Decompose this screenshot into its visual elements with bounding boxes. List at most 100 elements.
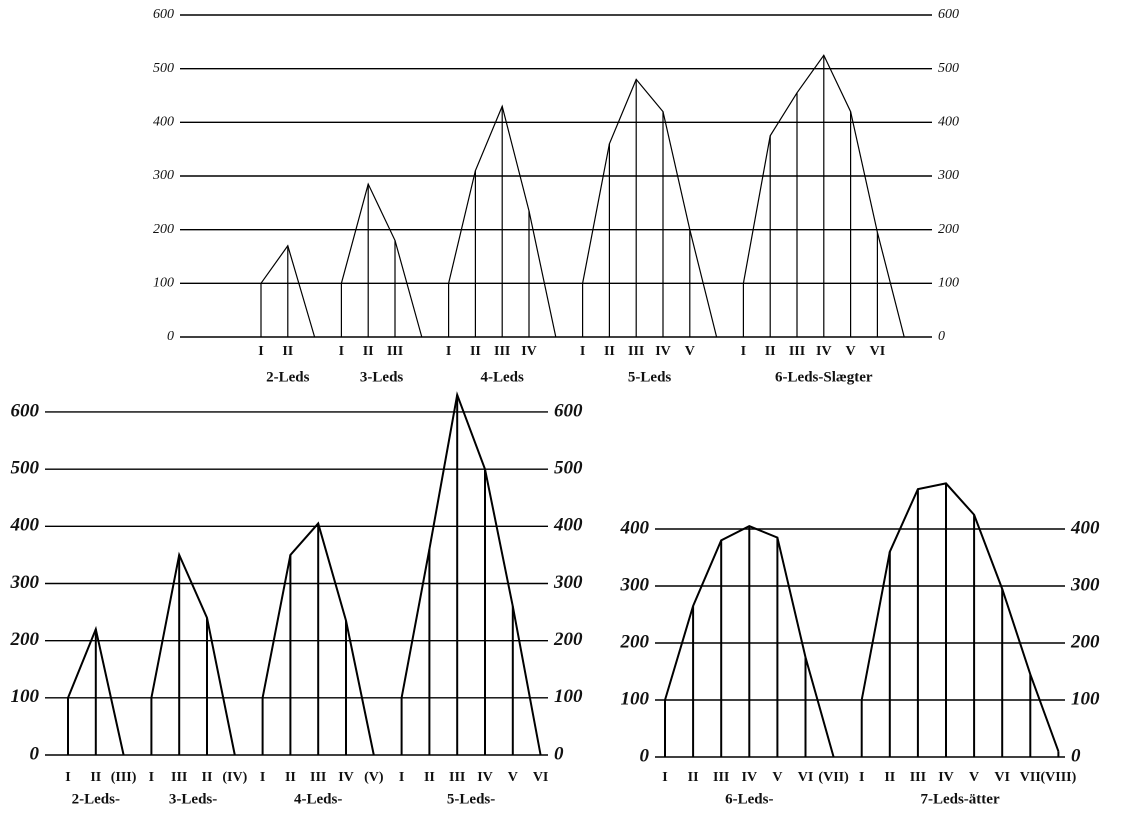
y-tick-label-right: 400 [553, 515, 583, 536]
x-tick-label: II [282, 344, 293, 359]
x-tick-label: IV [655, 344, 671, 359]
group-label: 2-Leds [266, 369, 310, 385]
x-tick-label: V [508, 770, 518, 785]
y-tick-label: 600 [11, 400, 40, 421]
x-tick-label: VI [798, 770, 814, 785]
x-tick-label: (III) [111, 770, 137, 785]
y-tick-label-right: 400 [938, 115, 959, 130]
group-label: 4-Leds [481, 369, 525, 385]
y-tick-label-right: 600 [938, 7, 959, 22]
x-tick-label: V [846, 344, 856, 359]
y-tick-label-right: 200 [553, 629, 583, 650]
x-tick-label: III [387, 344, 403, 359]
y-tick-label-right: 0 [554, 743, 564, 764]
x-tick-label: II [688, 770, 699, 785]
group-label: 5-Leds [628, 369, 672, 385]
series-line [448, 104, 557, 338]
x-tick-label: (VII) [818, 770, 849, 785]
y-tick-label-right: 0 [1071, 745, 1081, 766]
group-label: 6-Leds-Slægter [775, 369, 873, 385]
group-label: 3-Leds- [169, 791, 217, 807]
y-tick-label-right: 200 [938, 222, 959, 237]
x-tick-label: V [772, 770, 782, 785]
group-label: 5-Leds- [447, 791, 495, 807]
y-tick-label: 400 [620, 517, 650, 538]
y-tick-label: 500 [153, 61, 174, 76]
x-tick-label: IV [338, 770, 354, 785]
y-tick-label: 400 [153, 115, 174, 130]
series-line [664, 525, 835, 758]
y-tick-label: 100 [11, 686, 40, 707]
y-tick-label: 200 [153, 222, 174, 237]
series-line [150, 551, 236, 756]
y-tick-label: 300 [10, 572, 40, 593]
x-tick-label: (V) [364, 770, 384, 785]
x-tick-label: IV [816, 344, 832, 359]
x-tick-label: II [470, 344, 481, 359]
x-tick-label: III [910, 770, 926, 785]
y-tick-label: 0 [640, 745, 650, 766]
x-tick-label: III [494, 344, 510, 359]
y-tick-label: 200 [10, 629, 40, 650]
x-tick-label: III [449, 770, 465, 785]
y-tick-label: 400 [10, 515, 40, 536]
series-line [860, 482, 1060, 752]
x-tick-label: I [446, 344, 451, 359]
x-tick-label: III [171, 770, 187, 785]
y-tick-label-right: 100 [554, 686, 583, 707]
x-tick-label: (IV) [222, 770, 247, 785]
x-tick-label: II [765, 344, 776, 359]
x-tick-label: V [685, 344, 695, 359]
x-tick-label: III [713, 770, 729, 785]
x-tick-label: III [628, 344, 644, 359]
series-line [261, 521, 375, 756]
x-tick-label: I [258, 344, 263, 359]
series-line [67, 625, 125, 756]
x-tick-label: VII [1020, 770, 1041, 785]
x-tick-label: I [149, 770, 154, 785]
x-tick-label: VI [994, 770, 1010, 785]
x-tick-label: II [363, 344, 374, 359]
y-tick-label-right: 300 [1070, 574, 1100, 595]
x-tick-label: I [65, 770, 70, 785]
y-tick-label: 0 [167, 329, 174, 344]
group-label: 2-Leds- [72, 791, 120, 807]
y-tick-label-right: 500 [554, 458, 583, 479]
x-tick-label: IV [742, 770, 758, 785]
series-line [582, 78, 718, 338]
y-tick-label-right: 200 [1070, 631, 1100, 652]
y-tick-label-right: 300 [937, 168, 959, 183]
group-label: 6-Leds- [725, 791, 773, 807]
x-tick-label: VI [870, 344, 886, 359]
y-tick-label-right: 300 [553, 572, 583, 593]
x-tick-label: I [741, 344, 746, 359]
x-tick-label: VI [533, 770, 549, 785]
x-tick-label: I [580, 344, 585, 359]
group-label: 7-Leds-ätter [920, 791, 999, 807]
series-line [260, 244, 316, 338]
x-tick-label: II [202, 770, 213, 785]
x-tick-label: II [424, 770, 435, 785]
y-tick-label: 600 [153, 7, 174, 22]
y-tick-label: 300 [152, 168, 174, 183]
x-tick-label: II [285, 770, 296, 785]
x-tick-label: III [310, 770, 326, 785]
y-tick-label-right: 500 [938, 61, 959, 76]
y-tick-label: 300 [620, 574, 650, 595]
y-tick-label-right: 0 [938, 329, 945, 344]
x-tick-label: I [859, 770, 864, 785]
x-tick-label: IV [477, 770, 493, 785]
series-line [742, 54, 905, 338]
x-tick-label: II [90, 770, 101, 785]
y-tick-label-right: 100 [1071, 688, 1100, 709]
x-tick-label: IV [521, 344, 537, 359]
y-tick-label: 200 [620, 631, 650, 652]
group-label: 3-Leds [360, 369, 404, 385]
y-tick-label-right: 400 [1070, 517, 1100, 538]
x-tick-label: IV [938, 770, 954, 785]
y-tick-label: 0 [30, 743, 40, 764]
x-tick-label: I [339, 344, 344, 359]
x-tick-label: I [399, 770, 404, 785]
x-tick-label: I [260, 770, 265, 785]
